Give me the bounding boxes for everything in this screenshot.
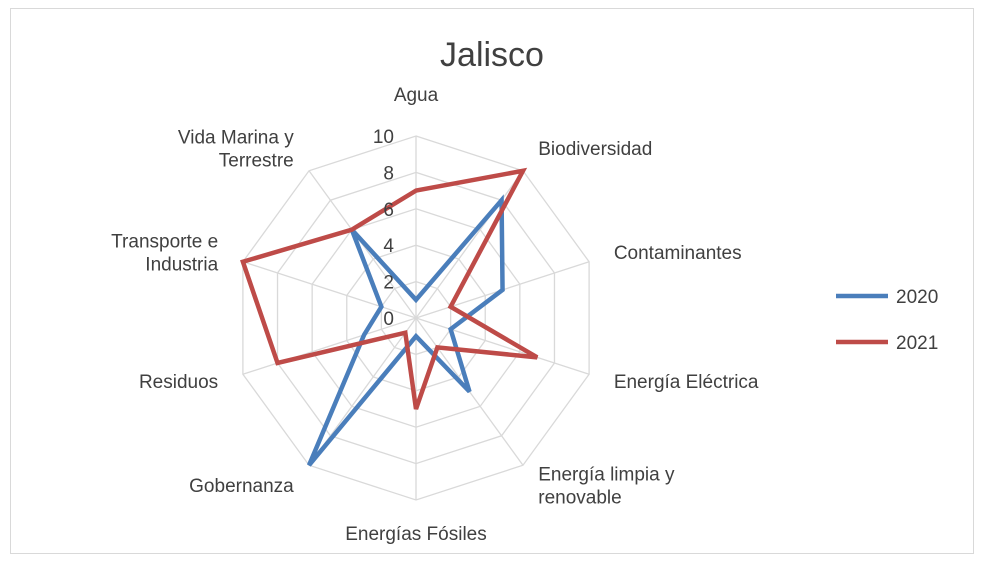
category-label-line: Gobernanza — [189, 476, 294, 497]
category-label-line: Contaminantes — [614, 243, 742, 264]
tick-label: 10 — [373, 127, 394, 148]
category-label-line: Transporte e — [111, 232, 218, 253]
category-label-line: Agua — [394, 85, 439, 106]
category-label-line: renovable — [538, 487, 621, 508]
chart-area — [10, 8, 974, 554]
legend: 2020 2021 — [836, 287, 938, 354]
category-label-line: Biodiversidad — [538, 139, 652, 160]
category-label: Energías Fósiles — [345, 524, 487, 545]
grid-spoke — [415, 170, 524, 319]
category-label: Contaminantes — [614, 243, 742, 264]
tick-label: 8 — [383, 163, 394, 184]
chart-title: Jalisco — [440, 36, 544, 74]
legend-item: 2020 — [836, 287, 938, 308]
category-label-line: Vida Marina y — [178, 128, 294, 149]
tick-label: 2 — [383, 273, 394, 294]
category-label: Residuos — [139, 372, 218, 393]
category-label-line: Residuos — [139, 372, 218, 393]
tick-labels: 0 2 4 6 8 10 — [373, 127, 395, 330]
legend-item: 2021 — [836, 333, 938, 354]
grid-spoke — [242, 317, 417, 375]
category-label-line: Energías Fósiles — [345, 524, 487, 545]
series-layer — [240, 167, 539, 467]
category-label-line: Energía limpia y — [538, 464, 675, 485]
category-label: Agua — [394, 85, 439, 106]
legend-label: 2020 — [896, 287, 938, 308]
category-label: Energía Eléctrica — [614, 372, 759, 393]
tick-label: 0 — [383, 309, 394, 330]
legend-label: 2021 — [896, 333, 938, 354]
series-line-2020 — [306, 194, 505, 467]
series-line-2021 — [240, 167, 539, 410]
category-label-line: Energía Eléctrica — [614, 372, 759, 393]
category-label: Gobernanza — [189, 476, 294, 497]
category-label: Biodiversidad — [538, 139, 652, 160]
category-label-line: Industria — [145, 255, 218, 276]
grid-spoke — [415, 317, 590, 375]
category-label-line: Terrestre — [219, 151, 294, 172]
tick-label: 6 — [383, 200, 394, 221]
category-labels: Agua Biodiversidad Contaminantes Energía El… — [111, 85, 759, 545]
grid-spoke — [242, 261, 417, 319]
tick-label: 4 — [383, 236, 394, 257]
